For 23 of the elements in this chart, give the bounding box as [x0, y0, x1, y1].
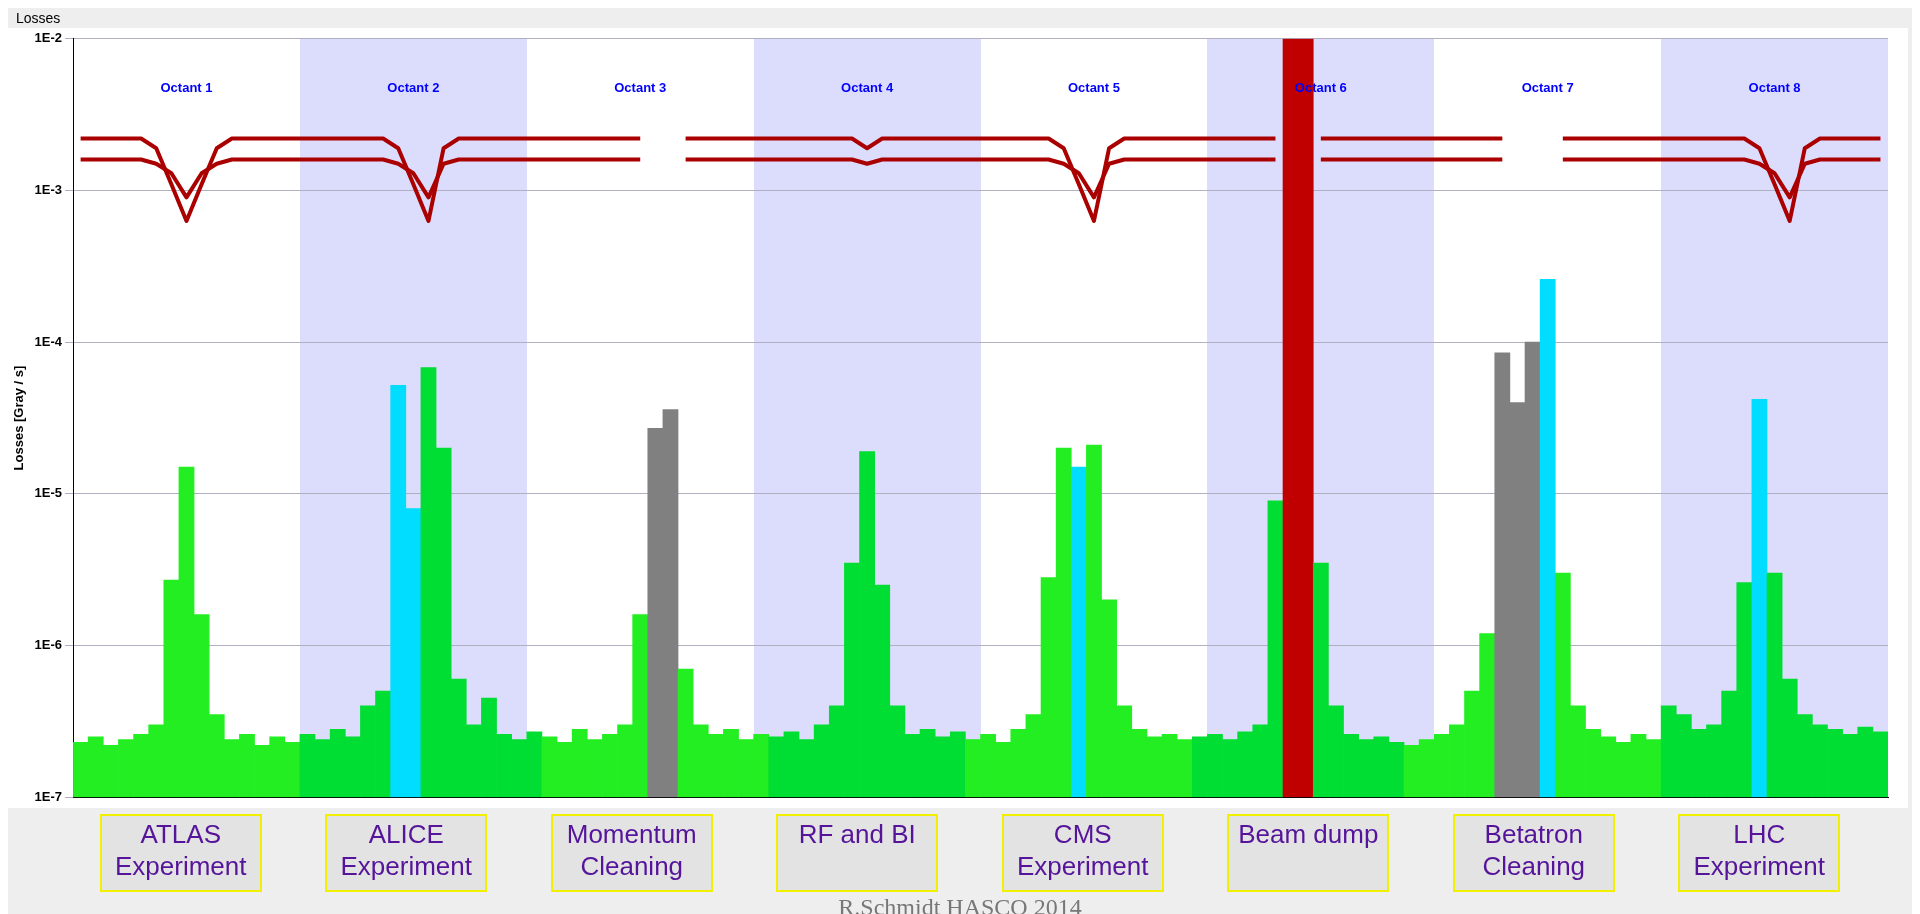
text: ATLAS Experiment — [99, 814, 262, 892]
y-tick-label: 1E-2 — [34, 30, 63, 46]
text: CMS Experiment — [1001, 814, 1164, 892]
y-tick-label: 1E-6 — [34, 637, 63, 653]
annotation: Octant 2 — [387, 80, 440, 96]
annotation: Octant 7 — [1521, 80, 1574, 96]
text: LHC Experiment — [1678, 814, 1841, 892]
annotation: Octant 1 — [160, 80, 213, 96]
text: Momentum Cleaning — [550, 814, 713, 892]
annotation: Octant 3 — [614, 80, 667, 96]
chart-title: Losses — [15, 9, 62, 28]
y-tick-label: 1E-3 — [34, 182, 63, 198]
text: RF and BI — [776, 814, 939, 892]
y-tick-label: 1E-5 — [34, 485, 63, 501]
text: Beam dump — [1227, 814, 1390, 892]
y-tick-label: 1E-4 — [34, 333, 63, 349]
annotation: Octant 4 — [841, 80, 894, 96]
annotation: Octant 8 — [1748, 80, 1801, 96]
annotation: Octant 5 — [1067, 80, 1120, 96]
y-axis-title: Losses [Gray / s] — [11, 365, 27, 471]
text: Betatron Cleaning — [1452, 814, 1615, 892]
y-tick-label: 1E-7 — [34, 788, 63, 804]
text: ALICE Experiment — [325, 814, 488, 892]
